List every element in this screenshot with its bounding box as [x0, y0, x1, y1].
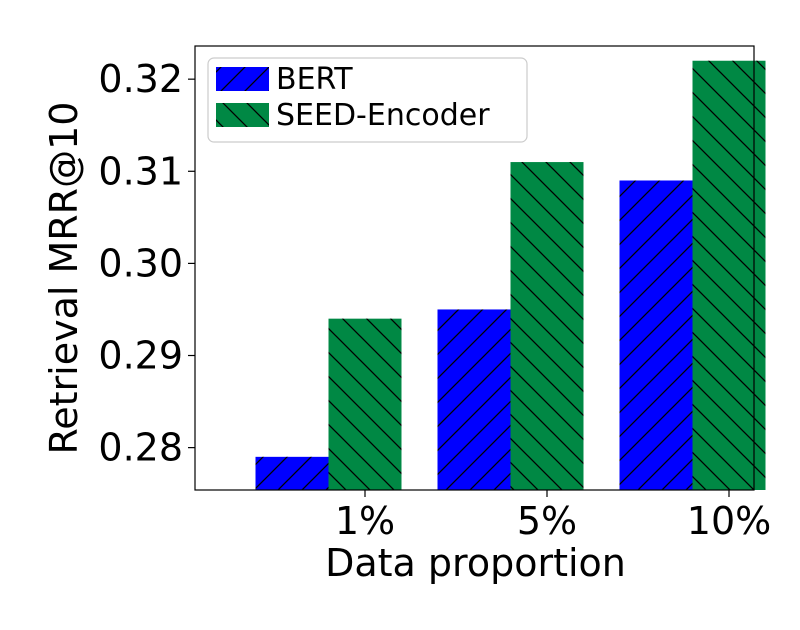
bar-hatch-BERT-1% — [255, 456, 329, 490]
bar-hatch-BERT-5% — [437, 309, 511, 490]
y-tick-label: 0.31 — [98, 149, 183, 193]
x-tick-label: 10% — [687, 499, 771, 543]
x-tick-label: 5% — [517, 499, 577, 543]
plot-frame — [194, 45, 755, 491]
y-tick-label: 0.28 — [98, 426, 183, 470]
y-ticks: 0.28 0.29 0.30 0.31 0.32 — [98, 57, 195, 470]
x-axis-title: Data proportion — [325, 541, 626, 585]
legend-box — [207, 57, 528, 143]
y-tick-label: 0.29 — [98, 334, 183, 378]
legend-label-BERT: BERT — [276, 62, 353, 97]
x-ticks: 1% 5% 10% — [335, 490, 771, 543]
y-axis-title: Retrieval MRR@10 — [42, 102, 86, 455]
bars-group — [255, 60, 766, 491]
legend-swatch-hatch-SEED-Encoder — [216, 103, 269, 127]
y-tick-label: 0.32 — [98, 57, 183, 101]
x-tick-label: 1% — [335, 499, 395, 543]
bar-hatch-SEED-Encoder-10% — [692, 60, 766, 491]
legend-swatch-hatch-BERT — [216, 67, 269, 91]
legend-label-SEED-Encoder: SEED-Encoder — [276, 98, 490, 133]
bar-hatch-SEED-Encoder-5% — [510, 162, 584, 490]
bar-hatch-SEED-Encoder-1% — [328, 318, 402, 490]
y-tick-label: 0.30 — [98, 241, 183, 285]
bar-hatch-BERT-10% — [619, 180, 693, 490]
